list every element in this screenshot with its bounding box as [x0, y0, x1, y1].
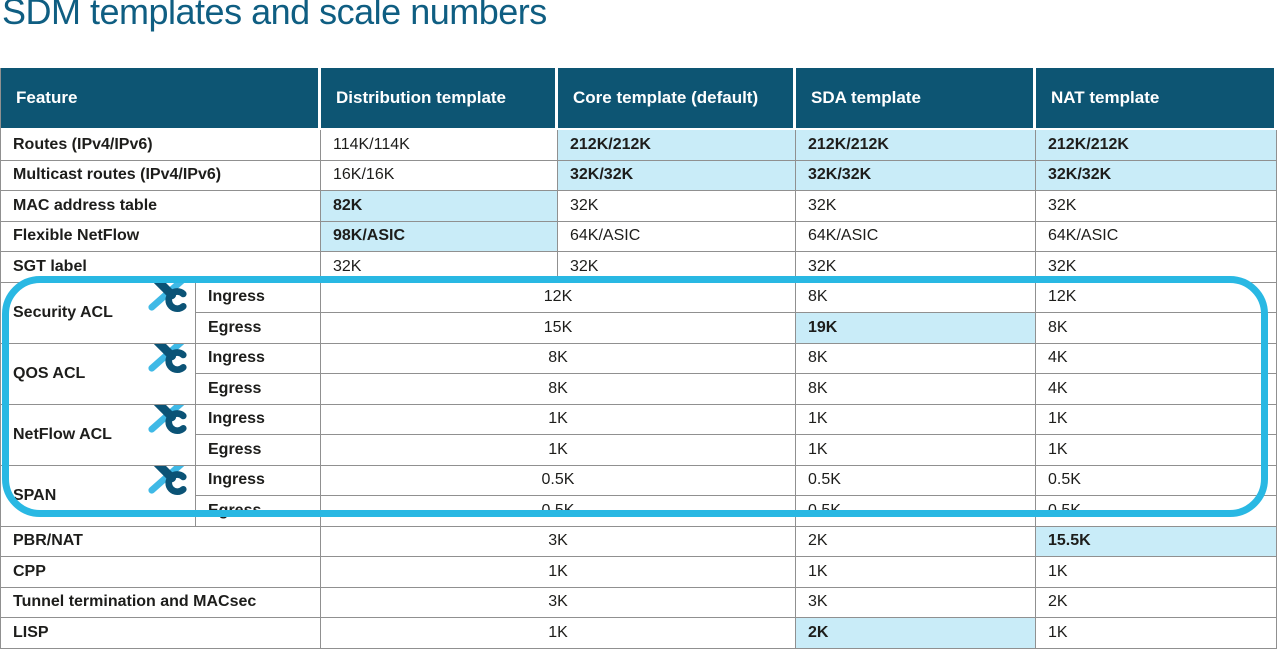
value-cell: 19K: [796, 313, 1036, 344]
subrow-label-egress: Egress: [196, 435, 321, 466]
value-cell: 12K: [1036, 282, 1277, 313]
value-cell: 8K: [796, 343, 1036, 374]
value-cell: 2K: [796, 526, 1036, 557]
value-cell: 64K/ASIC: [558, 221, 796, 252]
feature-cell-lisp: LISP: [1, 618, 321, 649]
value-cell-merged: 0.5K: [321, 465, 796, 496]
value-cell: 1K: [796, 557, 1036, 588]
feature-cell-mac: MAC address table: [1, 191, 321, 222]
value-cell: 1K: [1036, 557, 1277, 588]
value-cell: 64K/ASIC: [1036, 221, 1277, 252]
value-cell: 114K/114K: [321, 130, 558, 161]
value-cell: 1K: [796, 435, 1036, 466]
feature-label: NetFlow ACL: [13, 425, 112, 443]
value-cell: 32K/32K: [558, 160, 796, 191]
feature-cell-multicast: Multicast routes (IPv4/IPv6): [1, 160, 321, 191]
value-cell-merged: 0.5K: [321, 496, 796, 527]
value-cell: 4K: [1036, 374, 1277, 405]
wrench-screwdriver-icon: [148, 404, 187, 434]
feature-cell-pbr-nat: PBR/NAT: [1, 526, 321, 557]
wrench-screwdriver-icon: [148, 343, 187, 373]
value-cell-merged: 1K: [321, 618, 796, 649]
value-cell: 8K: [1036, 313, 1277, 344]
subrow-label-ingress: Ingress: [196, 465, 321, 496]
feature-label: Security ACL: [13, 303, 113, 321]
feature-label: SPAN: [13, 486, 57, 504]
value-cell-merged: 8K: [321, 374, 796, 405]
col-header-nat: NAT template: [1036, 68, 1277, 130]
value-cell-merged: 12K: [321, 282, 796, 313]
feature-cell-netflow-acl: NetFlow ACL: [1, 404, 196, 466]
value-cell: 98K/ASIC: [321, 221, 558, 252]
value-cell: 32K: [321, 252, 558, 283]
value-cell-merged: 3K: [321, 587, 796, 618]
value-cell: 15.5K: [1036, 526, 1277, 557]
subrow-label-egress: Egress: [196, 313, 321, 344]
subrow-label-egress: Egress: [196, 496, 321, 527]
value-cell: 8K: [796, 374, 1036, 405]
wrench-screwdriver-icon: [148, 282, 187, 312]
value-cell: 1K: [1036, 404, 1277, 435]
feature-cell-sgt: SGT label: [1, 252, 321, 283]
subrow-label-egress: Egress: [196, 374, 321, 405]
page-title: SDM templates and scale numbers: [2, 0, 547, 32]
value-cell: 32K: [796, 191, 1036, 222]
value-cell: 212K/212K: [558, 130, 796, 161]
value-cell: 0.5K: [1036, 465, 1277, 496]
value-cell: 1K: [1036, 435, 1277, 466]
value-cell-merged: 8K: [321, 343, 796, 374]
feature-label: QOS ACL: [13, 364, 86, 382]
value-cell-merged: 1K: [321, 404, 796, 435]
feature-cell-span: SPAN: [1, 465, 196, 527]
subrow-label-ingress: Ingress: [196, 343, 321, 374]
value-cell-merged: 3K: [321, 526, 796, 557]
col-header-sda: SDA template: [796, 68, 1036, 130]
value-cell: 64K/ASIC: [796, 221, 1036, 252]
feature-cell-qos-acl: QOS ACL: [1, 343, 196, 405]
value-cell: 16K/16K: [321, 160, 558, 191]
subrow-label-ingress: Ingress: [196, 282, 321, 313]
value-cell: 32K: [1036, 252, 1277, 283]
value-cell: 3K: [796, 587, 1036, 618]
feature-cell-cpp: CPP: [1, 557, 321, 588]
value-cell: 212K/212K: [796, 130, 1036, 161]
value-cell: 0.5K: [796, 465, 1036, 496]
value-cell: 1K: [1036, 618, 1277, 649]
value-cell: 8K: [796, 282, 1036, 313]
value-cell-merged: 1K: [321, 435, 796, 466]
subrow-label-ingress: Ingress: [196, 404, 321, 435]
col-header-core: Core template (default): [558, 68, 796, 130]
value-cell: 0.5K: [796, 496, 1036, 527]
value-cell: 82K: [321, 191, 558, 222]
col-header-feature: Feature: [1, 68, 321, 130]
value-cell: 32K/32K: [796, 160, 1036, 191]
feature-cell-routes: Routes (IPv4/IPv6): [1, 130, 321, 161]
value-cell-merged: 1K: [321, 557, 796, 588]
value-cell: 32K: [558, 191, 796, 222]
value-cell-merged: 15K: [321, 313, 796, 344]
feature-cell-tunnel-macsec: Tunnel termination and MACsec: [1, 587, 321, 618]
value-cell: 4K: [1036, 343, 1277, 374]
value-cell: 32K: [1036, 191, 1277, 222]
value-cell: 32K: [558, 252, 796, 283]
sdm-scale-table: Feature Distribution template Core templ…: [0, 68, 1277, 649]
value-cell: 0.5K: [1036, 496, 1277, 527]
wrench-screwdriver-icon: [148, 465, 187, 495]
feature-cell-security-acl: Security ACL: [1, 282, 196, 344]
value-cell: 212K/212K: [1036, 130, 1277, 161]
value-cell: 2K: [796, 618, 1036, 649]
value-cell: 32K/32K: [1036, 160, 1277, 191]
value-cell: 32K: [796, 252, 1036, 283]
feature-cell-flexible-netflow: Flexible NetFlow: [1, 221, 321, 252]
value-cell: 1K: [796, 404, 1036, 435]
col-header-distribution: Distribution template: [321, 68, 558, 130]
value-cell: 2K: [1036, 587, 1277, 618]
